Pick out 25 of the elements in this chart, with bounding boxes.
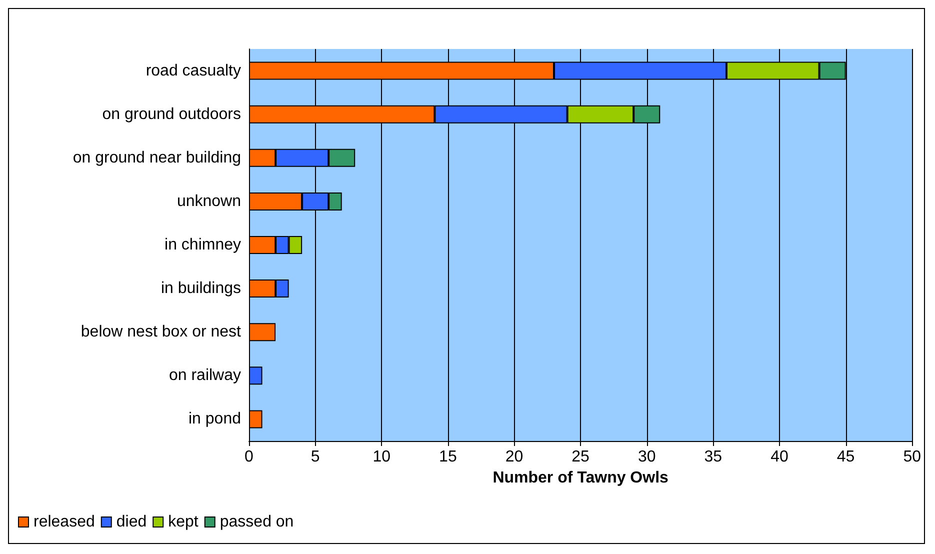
x-tick-label: 20	[505, 448, 524, 466]
x-tick-label: 40	[770, 448, 788, 466]
y-tick-label: on ground outdoors	[102, 106, 241, 123]
y-tick-label: road casualty	[146, 62, 241, 80]
y-tick-label: in buildings	[160, 280, 241, 298]
legend-label: died	[116, 514, 147, 530]
x-tick-label: 50	[903, 448, 922, 466]
y-tick-label: in chimney	[164, 236, 241, 254]
x-tick-label: 0	[244, 448, 254, 466]
x-axis-title: Number of Tawny Owls	[492, 469, 669, 486]
x-tick-label: 45	[836, 448, 855, 466]
x-tick-label: 35	[704, 448, 722, 466]
x-tick-label: 10	[372, 448, 391, 466]
x-tick-label: 5	[310, 448, 320, 466]
y-tick-label: on ground near building	[72, 149, 241, 166]
legend-label: kept	[168, 514, 199, 530]
y-tick-label: on railway	[168, 367, 241, 384]
legend-label: released	[34, 514, 95, 530]
y-tick-label: in pond	[188, 410, 241, 428]
x-tick-label: 15	[439, 448, 457, 466]
y-tick-label: below nest box or nest	[80, 324, 242, 341]
x-tick-label: 30	[638, 448, 656, 466]
y-tick-label: unknown	[176, 192, 241, 210]
x-tick-label: 25	[572, 448, 590, 466]
legend-label: passed on	[220, 514, 294, 530]
